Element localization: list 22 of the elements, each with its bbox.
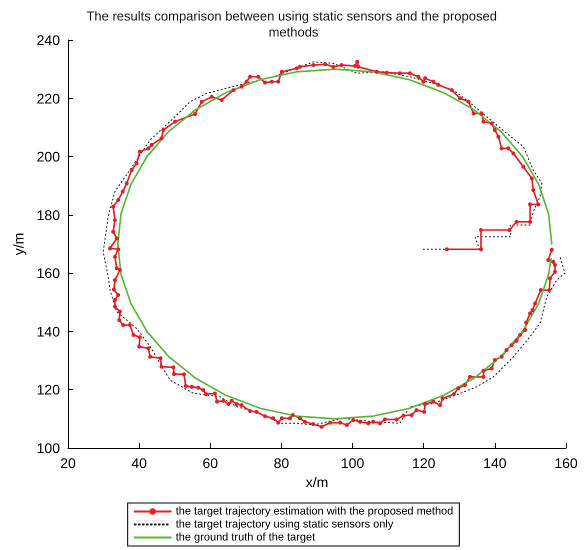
y-tick-label: 120 <box>36 382 60 398</box>
x-tick-label: 120 <box>412 455 436 471</box>
x-tick-label: 20 <box>60 455 76 471</box>
x-tick-label: 60 <box>202 455 218 471</box>
y-axis-title: y/m <box>10 232 27 256</box>
y-tick-label: 200 <box>36 148 60 165</box>
x-tick-label: 40 <box>131 455 148 471</box>
y-tick-label: 100 <box>36 440 60 456</box>
y-tick-label: 140 <box>36 323 60 340</box>
x-tick-label: 80 <box>274 455 290 471</box>
y-tick-label: 220 <box>36 90 60 106</box>
legend-label: the ground truth of the target <box>176 532 316 544</box>
y-tick-label: 240 <box>36 32 60 48</box>
legend-label: the target trajectory estimation with the proposed method <box>176 506 454 518</box>
x-tick-label: 160 <box>554 455 578 471</box>
x-axis-title: x/m <box>306 474 328 490</box>
x-tick-label: 140 <box>483 455 507 471</box>
y-tick-label: 180 <box>36 206 60 223</box>
chart-title: The results comparison between using static sensors and the proposed methods <box>86 8 501 40</box>
legend-label: the target trajectory using static sensors only <box>176 518 394 530</box>
y-tick-label: 160 <box>36 265 60 282</box>
x-tick-label: 100 <box>340 455 364 471</box>
